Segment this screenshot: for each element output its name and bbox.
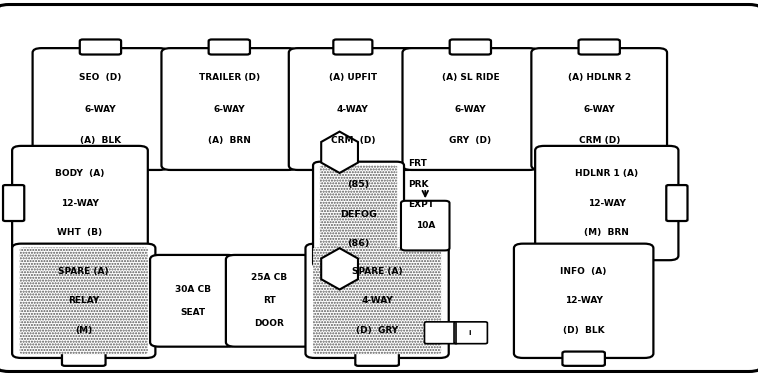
Text: SPARE (A): SPARE (A) (58, 267, 109, 276)
Text: 25A CB: 25A CB (251, 273, 287, 282)
FancyBboxPatch shape (449, 39, 491, 55)
Text: (A)  BLK: (A) BLK (80, 136, 121, 145)
FancyBboxPatch shape (454, 322, 487, 344)
Text: 30A CB: 30A CB (175, 285, 211, 294)
Text: (A) SL RIDE: (A) SL RIDE (441, 73, 500, 82)
FancyBboxPatch shape (320, 165, 397, 264)
Text: INFO  (A): INFO (A) (560, 267, 607, 276)
FancyBboxPatch shape (535, 146, 678, 260)
FancyBboxPatch shape (531, 48, 667, 170)
Text: 6-WAY: 6-WAY (214, 105, 245, 114)
FancyBboxPatch shape (562, 352, 605, 366)
Text: 6-WAY: 6-WAY (85, 105, 116, 114)
FancyBboxPatch shape (0, 5, 758, 371)
FancyBboxPatch shape (305, 244, 449, 358)
FancyBboxPatch shape (313, 162, 404, 267)
Text: (86): (86) (347, 239, 370, 248)
Text: SEO  (D): SEO (D) (80, 73, 121, 82)
Text: RT: RT (263, 296, 275, 305)
Text: TRAILER (D): TRAILER (D) (199, 73, 260, 82)
FancyBboxPatch shape (208, 39, 250, 55)
FancyBboxPatch shape (33, 48, 168, 170)
Text: BODY  (A): BODY (A) (55, 169, 105, 178)
FancyBboxPatch shape (402, 48, 538, 170)
Text: 6-WAY: 6-WAY (455, 105, 486, 114)
Text: DOOR: DOOR (254, 320, 284, 329)
Text: 4-WAY: 4-WAY (337, 105, 368, 114)
Polygon shape (321, 248, 358, 290)
Text: (A) HDLNR 2: (A) HDLNR 2 (568, 73, 631, 82)
Text: GRY  (D): GRY (D) (449, 136, 491, 145)
FancyBboxPatch shape (401, 201, 449, 250)
FancyBboxPatch shape (62, 352, 105, 366)
FancyBboxPatch shape (226, 255, 312, 347)
FancyBboxPatch shape (424, 322, 458, 344)
FancyBboxPatch shape (3, 185, 24, 221)
FancyBboxPatch shape (12, 244, 155, 358)
Text: 6-WAY: 6-WAY (584, 105, 615, 114)
Text: i: i (468, 330, 471, 336)
Text: (D)  BLK: (D) BLK (563, 326, 604, 335)
FancyBboxPatch shape (578, 39, 620, 55)
Text: 10A: 10A (415, 221, 435, 230)
Text: 12-WAY: 12-WAY (565, 296, 603, 305)
Polygon shape (321, 132, 358, 173)
FancyBboxPatch shape (20, 247, 148, 354)
Text: EXPT: EXPT (408, 200, 434, 209)
Text: 12-WAY: 12-WAY (61, 199, 99, 208)
Text: RELAY: RELAY (68, 296, 99, 305)
Text: (A) UPFIT: (A) UPFIT (329, 73, 377, 82)
Text: FRT: FRT (408, 159, 427, 168)
Text: (M): (M) (75, 326, 92, 335)
FancyBboxPatch shape (334, 39, 372, 55)
FancyBboxPatch shape (289, 48, 417, 170)
Text: CRM (D): CRM (D) (578, 136, 620, 145)
Text: (85): (85) (347, 180, 370, 190)
FancyBboxPatch shape (666, 185, 688, 221)
Text: DEFOG: DEFOG (340, 210, 377, 219)
Text: (M)  BRN: (M) BRN (584, 228, 629, 237)
Text: (A)  BRN: (A) BRN (208, 136, 251, 145)
FancyBboxPatch shape (80, 39, 121, 55)
FancyBboxPatch shape (356, 352, 399, 366)
Text: WHT  (B): WHT (B) (58, 228, 102, 237)
FancyBboxPatch shape (150, 255, 236, 347)
Text: PRK: PRK (408, 180, 428, 189)
Text: 4-WAY: 4-WAY (362, 296, 393, 305)
Text: (D)  GRY: (D) GRY (356, 326, 398, 335)
Text: SEAT: SEAT (180, 308, 206, 317)
Text: 12-WAY: 12-WAY (588, 199, 625, 208)
Text: CRM  (D): CRM (D) (330, 136, 375, 145)
FancyBboxPatch shape (514, 244, 653, 358)
Text: SPARE (A): SPARE (A) (352, 267, 402, 276)
FancyBboxPatch shape (12, 146, 148, 260)
Text: HDLNR 1 (A): HDLNR 1 (A) (575, 169, 638, 178)
FancyBboxPatch shape (161, 48, 297, 170)
FancyBboxPatch shape (313, 247, 441, 354)
